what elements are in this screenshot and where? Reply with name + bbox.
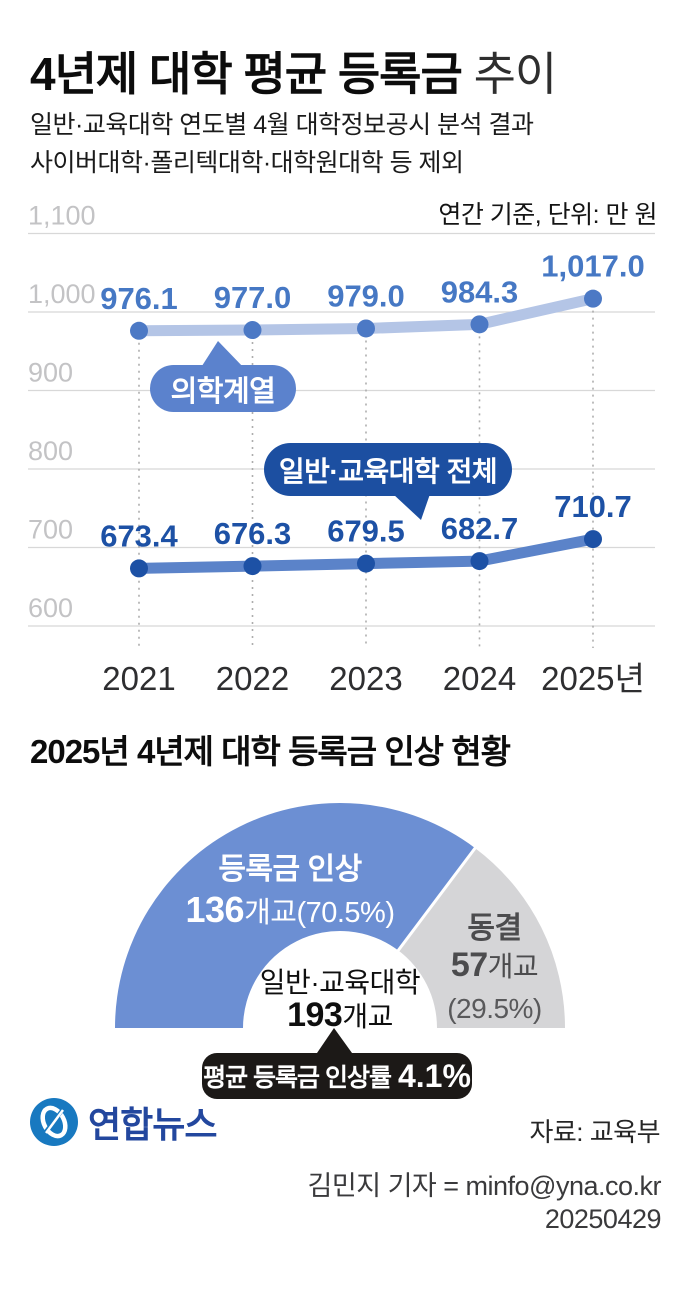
- x-tick-label: 2024: [443, 660, 516, 697]
- credit-line: 김민지 기자 = minfo@yna.co.kr: [307, 1171, 662, 1201]
- average-raise-badge: 평균 등록금 인상률 4.1%: [202, 1053, 472, 1099]
- chart-value-labels: 976.1 977.0 979.0 984.3 1,017.0 673.4 676.3 679…: [100, 249, 645, 554]
- callout-medical: 의학계열: [150, 365, 296, 412]
- yonhap-logo: 연합뉴스: [28, 1096, 217, 1148]
- data-point: [130, 321, 148, 340]
- data-point: [584, 530, 602, 549]
- slice-divider: [395, 845, 478, 953]
- y-tick-label: 1,000: [28, 279, 96, 309]
- value-label: 977.0: [214, 280, 292, 315]
- value-label: 979.0: [327, 278, 405, 313]
- y-tick-label: 900: [28, 358, 73, 388]
- subtitle-line2: 사이버대학·폴리텍대학·대학원대학 등 제외: [30, 149, 464, 177]
- value-label: 679.5: [327, 514, 405, 549]
- data-point: [584, 289, 602, 308]
- donut-center-title: 일반·교육대학: [259, 967, 421, 998]
- y-tick-label: 1,100: [28, 201, 96, 231]
- value-label: 1,017.0: [541, 249, 644, 284]
- data-point: [357, 319, 375, 338]
- value-label: 976.1: [100, 281, 178, 316]
- yonhap-logo-icon: [30, 1098, 78, 1146]
- callout-overall-label: 일반·교육대학 전체: [278, 455, 498, 487]
- y-tick-label: 800: [28, 436, 73, 466]
- unit-note: 연간 기준, 단위: 만 원: [438, 201, 657, 229]
- value-label: 676.3: [214, 516, 292, 551]
- y-tick-label: 700: [28, 515, 73, 545]
- value-label: 673.4: [100, 518, 178, 553]
- donut-center-label: 일반·교육대학 193개교: [230, 966, 450, 1038]
- data-point: [470, 552, 489, 571]
- donut-slices: [115, 803, 565, 1028]
- data-point: [357, 554, 375, 573]
- data-point: [243, 321, 262, 340]
- page-title-suffix: 추이: [473, 48, 558, 100]
- subtitle-line1: 일반·교육대학 연도별 4월 대학정보공시 분석 결과: [30, 111, 534, 139]
- credit-date: 20250429: [544, 1204, 662, 1234]
- badge-tail: [317, 1028, 352, 1053]
- y-tick-label: 600: [28, 593, 73, 623]
- pie-slice: [398, 848, 565, 1028]
- chart-gridlines: 1,100 1,000 900 800 700 600: [28, 201, 655, 627]
- badge-label: 평균 등록금 인상률: [203, 1064, 392, 1092]
- donut-center-suffix: 개교: [342, 1001, 393, 1032]
- value-label: 682.7: [441, 511, 519, 546]
- donut-center-count: 193: [287, 996, 343, 1034]
- callout-medical-tail: [200, 341, 245, 369]
- pie-slice: [115, 803, 476, 1028]
- data-point: [243, 557, 262, 576]
- callout-overall-tail: [393, 494, 430, 520]
- slice-raise-suffix: 개교(70.5%): [244, 897, 395, 929]
- x-tick-label: 2025년: [541, 660, 645, 697]
- slice-freeze-count: 57: [450, 946, 488, 984]
- chart-series: [130, 289, 602, 578]
- slice-raise-count: 136: [185, 889, 245, 930]
- slice-label-freeze: 동결 57개교 (29.5%): [412, 910, 577, 1027]
- source-note: 자료: 교육부: [529, 1117, 660, 1147]
- x-tick-label: 2022: [216, 660, 289, 697]
- value-label: 710.7: [554, 489, 632, 524]
- slice-label-raise: 등록금 인상 136개교(70.5%): [165, 850, 415, 938]
- slice-raise-count-line: 136개교(70.5%): [165, 890, 415, 938]
- subtitle: 일반·교육대학 연도별 4월 대학정보공시 분석 결과 사이버대학·폴리텍대학·…: [30, 106, 534, 182]
- slice-freeze-title: 동결: [467, 912, 522, 945]
- credit-block: 김민지 기자 = minfo@yna.co.kr 20250429: [307, 1170, 662, 1236]
- callout-medical-label: 의학계열: [170, 375, 276, 408]
- chart-dotted-guides: 2021 2022 2023 2024 2025년: [102, 310, 645, 697]
- value-label: 984.3: [441, 274, 519, 309]
- x-tick-label: 2021: [102, 660, 175, 697]
- x-tick-label: 2023: [329, 660, 402, 697]
- callout-overall: 일반·교육대학 전체: [264, 443, 512, 496]
- data-point: [470, 315, 489, 334]
- data-point: [130, 559, 148, 578]
- section2-title: 2025년 4년제 대학 등록금 인상 현황: [30, 733, 511, 770]
- slice-freeze-pct: (29.5%): [447, 993, 542, 1024]
- page-title-main: 4년제 대학 평균 등록금: [30, 48, 463, 100]
- slice-freeze-suffix: 개교: [487, 951, 539, 982]
- yonhap-logo-text: 연합뉴스: [88, 1104, 217, 1145]
- page-title: 4년제 대학 평균 등록금 추이: [30, 38, 558, 104]
- donut-center-count-line: 193개교: [230, 996, 450, 1038]
- slice-raise-title: 등록금 인상: [218, 853, 362, 886]
- slice-freeze-count-line: 57개교: [412, 947, 577, 990]
- badge-value: 4.1%: [397, 1057, 471, 1094]
- tuition-raise-half-donut: [115, 803, 565, 1053]
